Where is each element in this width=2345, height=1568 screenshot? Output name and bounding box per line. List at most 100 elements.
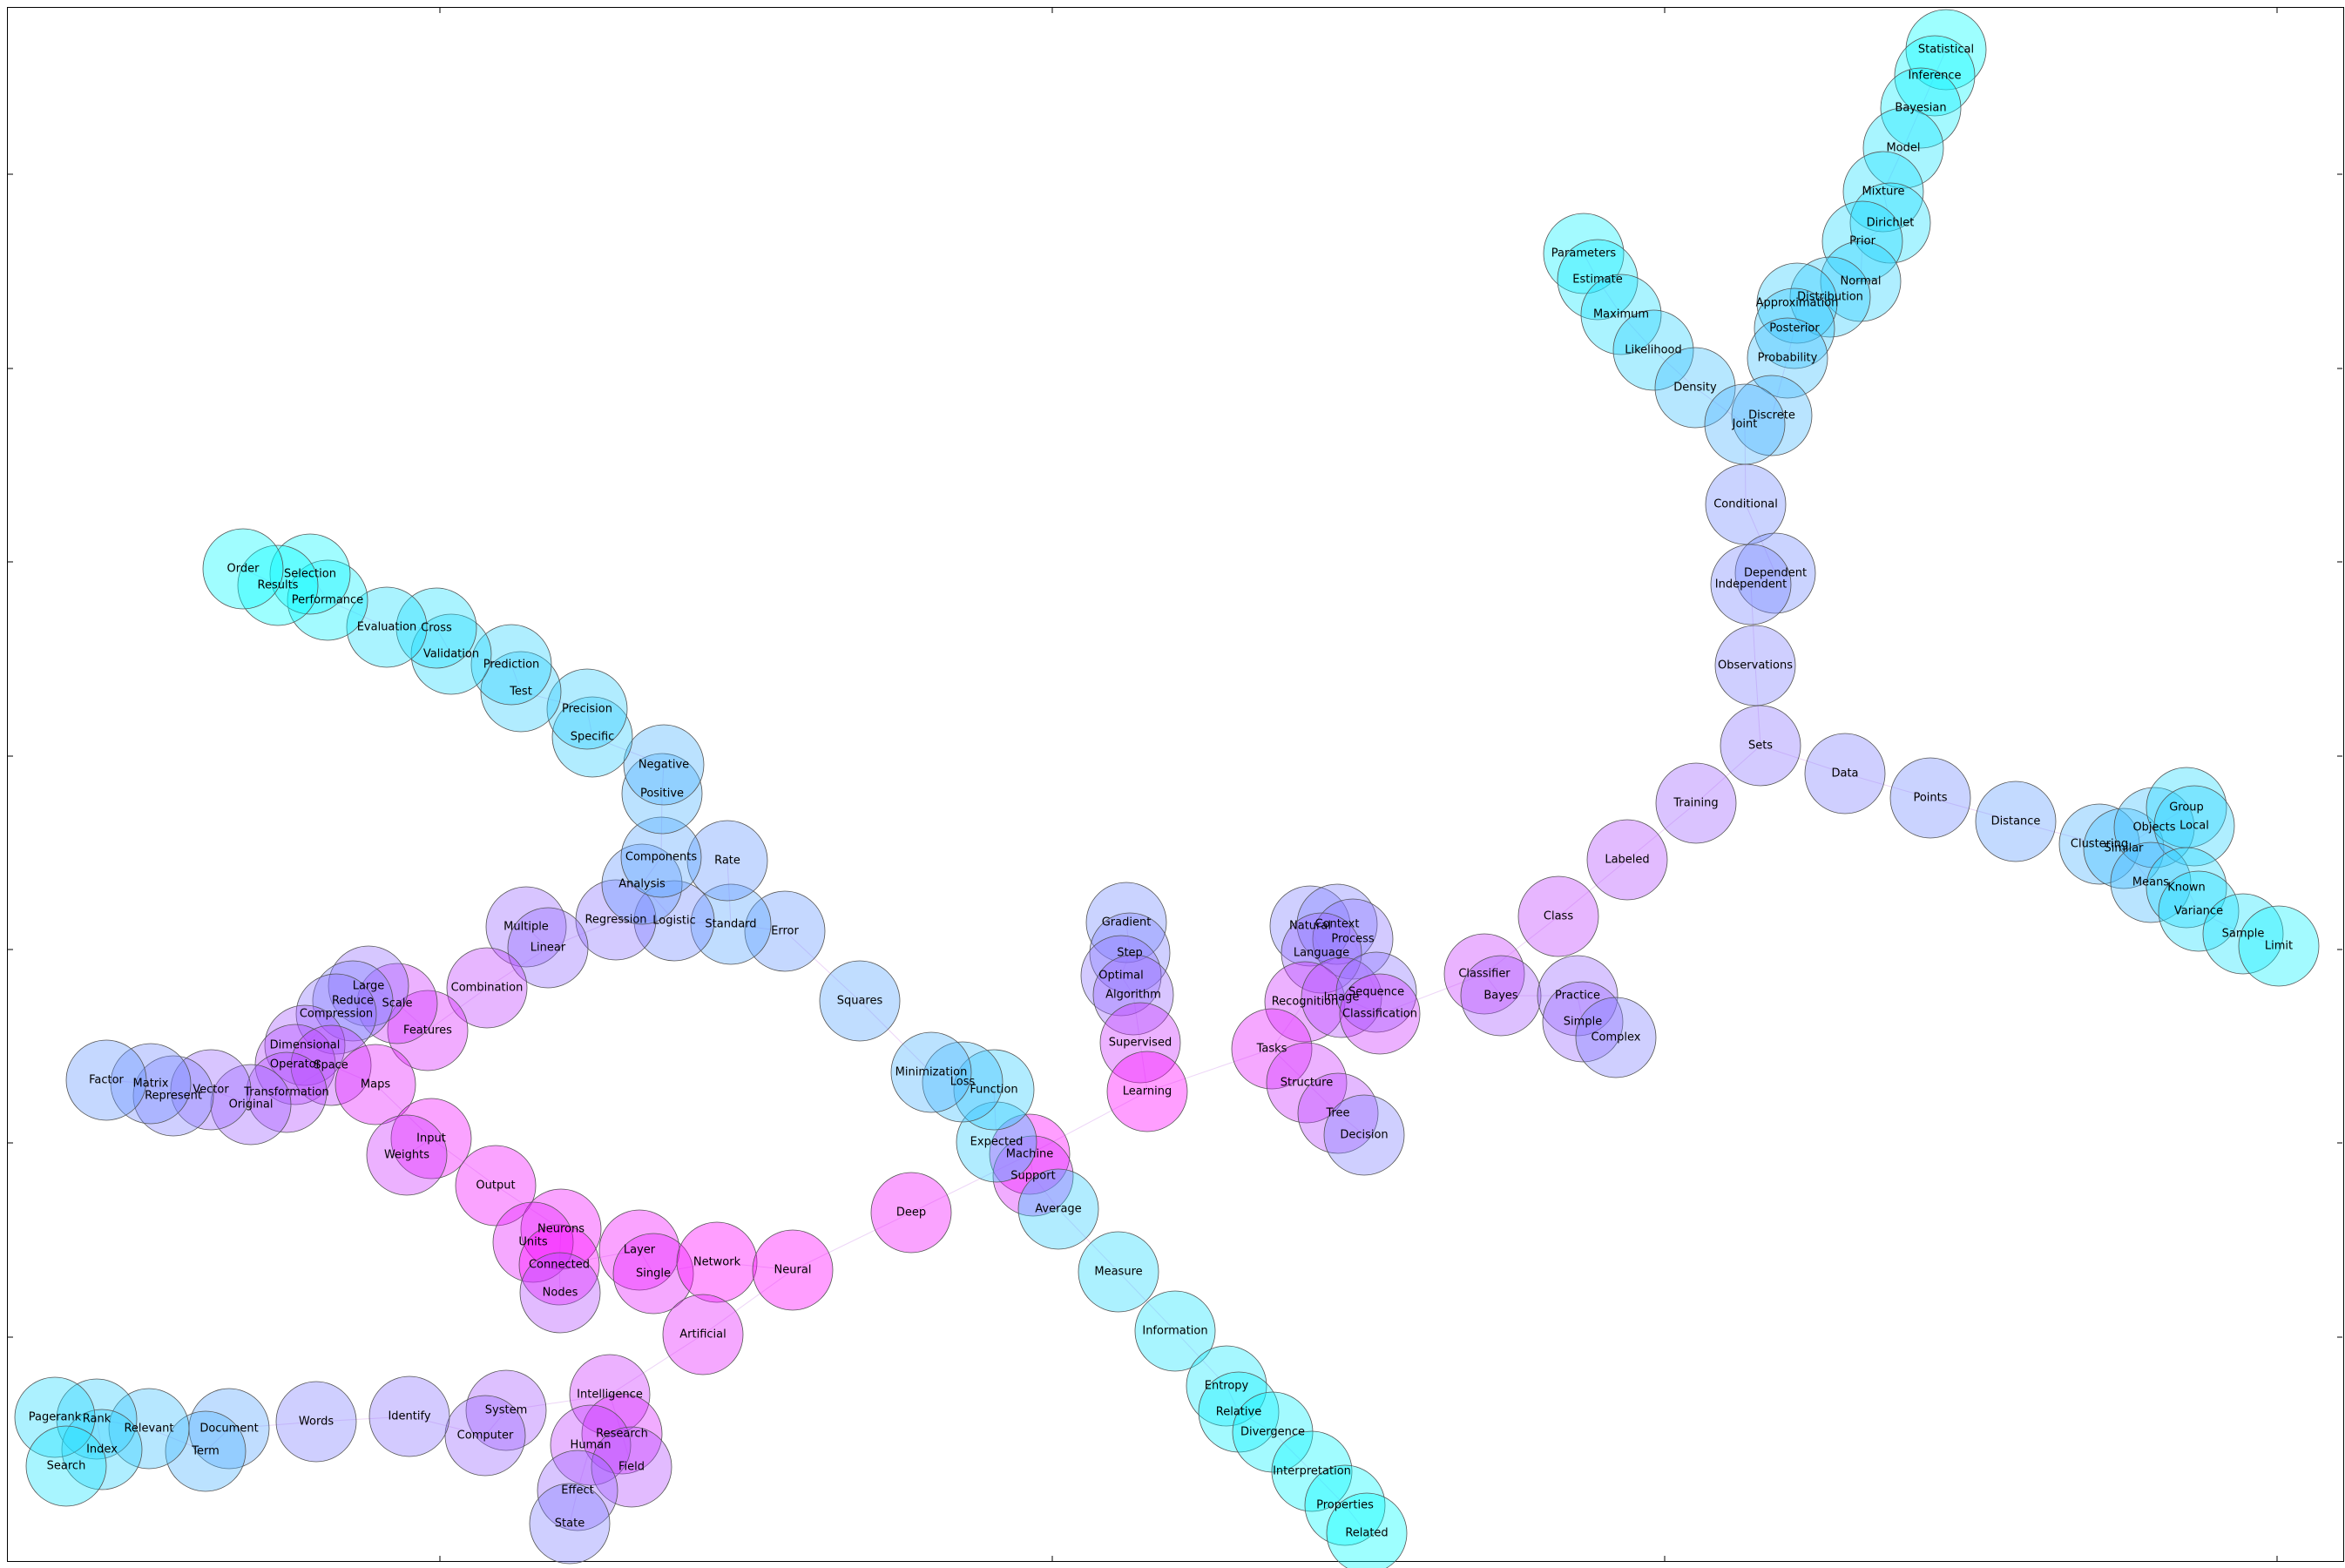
node-vector[interactable]	[170, 1049, 252, 1131]
node-units[interactable]	[492, 1201, 574, 1283]
node-minimization[interactable]	[890, 1031, 972, 1113]
node-limit[interactable]	[2238, 905, 2320, 987]
node-recognition[interactable]	[1264, 961, 1346, 1043]
node-weights[interactable]	[366, 1114, 448, 1196]
node-output[interactable]	[455, 1145, 537, 1227]
node-index[interactable]	[61, 1409, 143, 1490]
node-decision[interactable]	[1323, 1094, 1405, 1176]
node-known[interactable]	[2146, 847, 2227, 929]
node-scale[interactable]	[356, 963, 438, 1044]
node-expected[interactable]	[956, 1101, 1037, 1183]
node-dimensional[interactable]	[264, 1004, 346, 1086]
node-nodes[interactable]	[519, 1252, 601, 1334]
node-represent[interactable]	[132, 1055, 214, 1137]
node-rank[interactable]	[56, 1378, 138, 1460]
node-class[interactable]	[1517, 875, 1599, 957]
node-regression[interactable]	[575, 879, 657, 961]
node-variance[interactable]	[2158, 870, 2240, 952]
node-learning[interactable]	[1106, 1051, 1188, 1132]
node-discrete[interactable]	[1731, 375, 1813, 456]
node-classification[interactable]	[1339, 973, 1421, 1055]
node-negative[interactable]	[623, 724, 705, 806]
node-validation[interactable]	[410, 613, 492, 695]
node-deep[interactable]	[870, 1172, 952, 1254]
node-linear[interactable]	[507, 907, 589, 989]
node-specific[interactable]	[551, 696, 633, 778]
node-similar[interactable]	[2083, 808, 2165, 889]
node-prediction[interactable]	[470, 624, 552, 706]
node-performance[interactable]	[287, 559, 368, 641]
node-normal[interactable]	[1820, 240, 1902, 322]
node-probability[interactable]	[1747, 317, 1828, 399]
node-pagerank[interactable]	[14, 1376, 96, 1458]
node-support[interactable]	[992, 1135, 1074, 1217]
node-results[interactable]	[237, 544, 319, 626]
node-logistic[interactable]	[633, 880, 715, 962]
node-mixture[interactable]	[1842, 151, 1924, 233]
node-local[interactable]	[2153, 785, 2235, 867]
node-supervised[interactable]	[1099, 1002, 1181, 1084]
node-function[interactable]	[953, 1049, 1035, 1131]
node-distribution[interactable]	[1789, 256, 1871, 338]
node-input[interactable]	[390, 1098, 472, 1179]
node-entropy[interactable]	[1186, 1345, 1267, 1427]
node-human[interactable]	[550, 1404, 632, 1486]
node-independent[interactable]	[1710, 544, 1792, 625]
node-term[interactable]	[165, 1410, 247, 1492]
node-estimate[interactable]	[1557, 239, 1639, 321]
node-system[interactable]	[465, 1369, 547, 1451]
node-layer[interactable]	[598, 1209, 680, 1291]
node-labeled[interactable]	[1586, 819, 1668, 901]
node-algorithm[interactable]	[1092, 954, 1174, 1036]
node-sequence[interactable]	[1335, 951, 1417, 1033]
node-information[interactable]	[1134, 1290, 1216, 1372]
node-identify[interactable]	[368, 1375, 450, 1457]
node-density[interactable]	[1654, 347, 1736, 429]
node-data[interactable]	[1804, 733, 1886, 814]
node-multiple[interactable]	[485, 886, 567, 968]
node-neural[interactable]	[752, 1229, 834, 1311]
node-field[interactable]	[591, 1426, 672, 1508]
node-order[interactable]	[202, 528, 284, 610]
node-image[interactable]	[1301, 956, 1382, 1038]
node-rate[interactable]	[686, 820, 768, 902]
node-connected[interactable]	[518, 1224, 600, 1306]
node-loss[interactable]	[922, 1041, 1004, 1123]
node-space[interactable]	[290, 1024, 372, 1106]
node-simple[interactable]	[1542, 981, 1624, 1063]
node-practice[interactable]	[1537, 955, 1619, 1037]
node-tasks[interactable]	[1231, 1008, 1313, 1090]
node-reduce[interactable]	[312, 960, 394, 1042]
node-means[interactable]	[2110, 841, 2192, 923]
node-likelihood[interactable]	[1612, 309, 1694, 391]
node-positive[interactable]	[621, 753, 703, 835]
node-relative[interactable]	[1198, 1371, 1280, 1453]
node-matrix[interactable]	[110, 1043, 192, 1125]
node-combination[interactable]	[446, 947, 528, 1029]
node-classifier[interactable]	[1443, 933, 1525, 1015]
node-large[interactable]	[328, 945, 409, 1027]
node-context[interactable]	[1296, 883, 1378, 965]
node-neurons[interactable]	[520, 1188, 602, 1270]
node-tree[interactable]	[1297, 1072, 1379, 1154]
node-squares[interactable]	[819, 960, 901, 1042]
node-model[interactable]	[1862, 107, 1944, 189]
node-search[interactable]	[25, 1425, 107, 1507]
node-distance[interactable]	[1975, 781, 2057, 862]
node-precision[interactable]	[546, 668, 628, 750]
node-dirichlet[interactable]	[1849, 182, 1931, 264]
node-features[interactable]	[387, 990, 469, 1071]
node-points[interactable]	[1889, 757, 1971, 839]
node-measure[interactable]	[1078, 1231, 1159, 1313]
node-transformation[interactable]	[246, 1051, 328, 1133]
node-process[interactable]	[1312, 898, 1394, 980]
node-inference[interactable]	[1894, 35, 1976, 117]
node-effect[interactable]	[537, 1450, 618, 1531]
node-training[interactable]	[1655, 762, 1737, 844]
node-bayesian[interactable]	[1880, 67, 1962, 149]
node-dependent[interactable]	[1734, 532, 1816, 614]
node-relevant[interactable]	[108, 1388, 190, 1470]
node-language[interactable]	[1281, 912, 1362, 994]
node-step[interactable]	[1089, 912, 1171, 994]
node-error[interactable]	[744, 890, 826, 972]
